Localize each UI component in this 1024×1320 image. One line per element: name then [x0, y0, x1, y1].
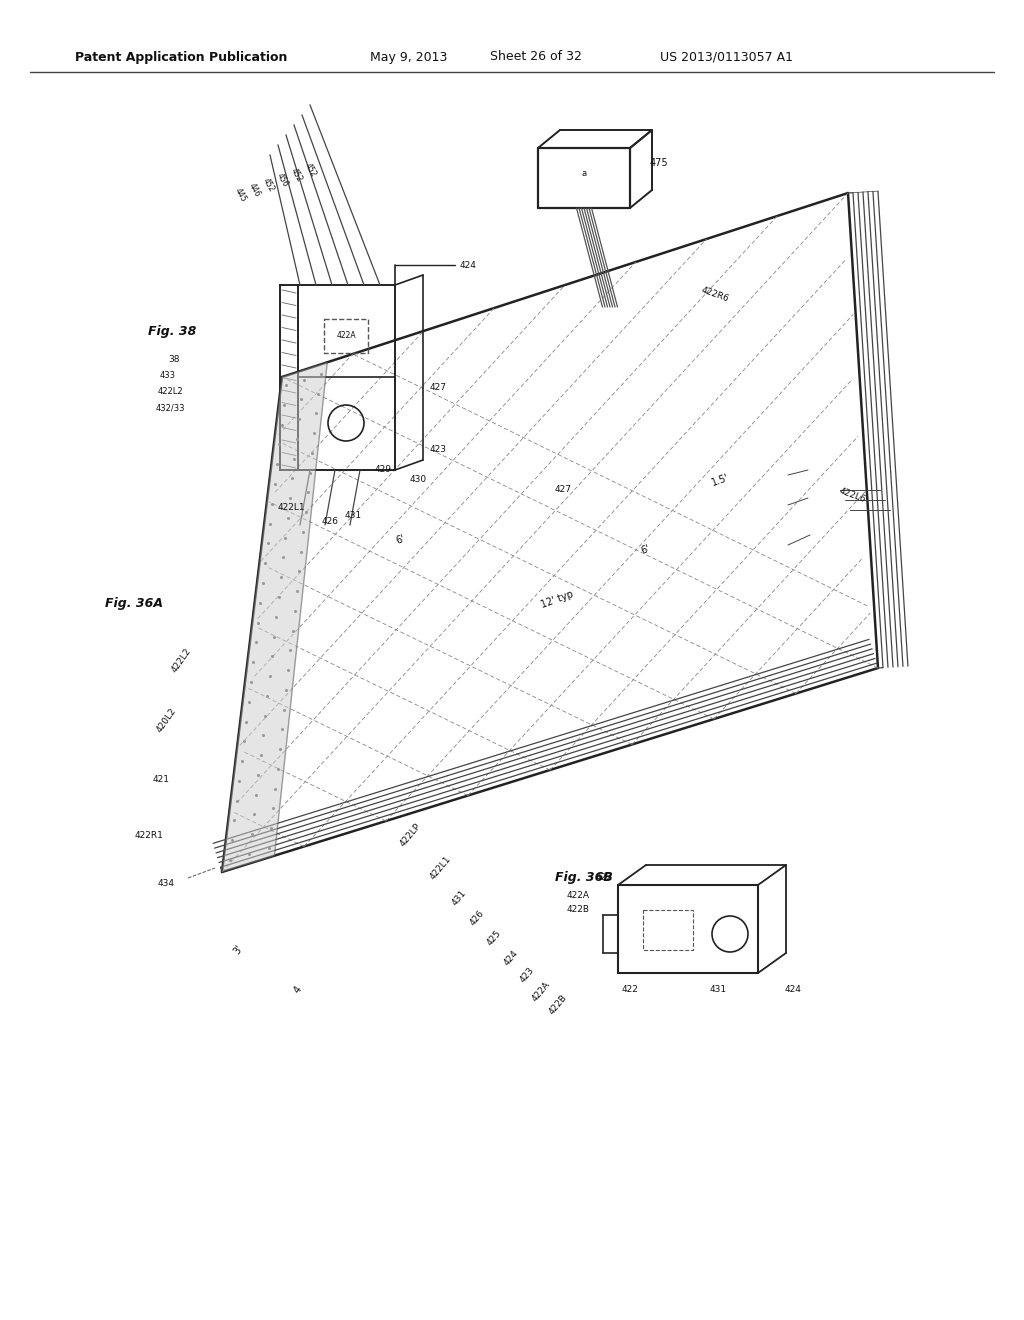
- Text: 422L2: 422L2: [158, 388, 183, 396]
- Text: 452: 452: [289, 166, 303, 183]
- Text: 475: 475: [650, 158, 669, 168]
- Text: 1.5': 1.5': [710, 473, 730, 488]
- Text: 422L1: 422L1: [428, 854, 453, 882]
- Text: 4: 4: [292, 985, 304, 995]
- Text: 422A: 422A: [530, 981, 552, 1003]
- Text: 422B: 422B: [567, 906, 590, 915]
- Text: 422B: 422B: [547, 993, 568, 1016]
- Text: 423: 423: [430, 446, 447, 454]
- Text: 424: 424: [785, 986, 802, 994]
- Text: 424: 424: [502, 949, 520, 968]
- Text: 426: 426: [468, 908, 485, 928]
- Text: 422L6: 422L6: [838, 486, 867, 504]
- Text: 452: 452: [302, 161, 317, 178]
- Text: 422A: 422A: [567, 891, 590, 899]
- Text: 12' typ: 12' typ: [540, 590, 575, 610]
- Text: 427: 427: [555, 486, 572, 495]
- Polygon shape: [222, 362, 328, 873]
- Text: 3': 3': [231, 944, 245, 957]
- Text: 422: 422: [622, 986, 639, 994]
- Text: 431: 431: [710, 986, 727, 994]
- Text: 446: 446: [247, 181, 261, 198]
- Text: 422L2: 422L2: [170, 647, 193, 673]
- Text: 422: 422: [595, 874, 612, 883]
- Text: 452: 452: [260, 177, 275, 194]
- Text: 422L1: 422L1: [278, 503, 305, 512]
- Text: Fig. 36A: Fig. 36A: [105, 597, 163, 610]
- Text: 6': 6': [640, 544, 651, 556]
- Text: May 9, 2013: May 9, 2013: [370, 50, 447, 63]
- Text: 425: 425: [485, 928, 503, 948]
- Text: 456: 456: [274, 172, 290, 189]
- Text: 6': 6': [394, 533, 406, 546]
- Text: Fig. 36B: Fig. 36B: [555, 871, 613, 884]
- Text: 426: 426: [322, 517, 339, 527]
- Text: 429: 429: [375, 466, 392, 474]
- Text: 445: 445: [232, 186, 248, 203]
- Text: 427: 427: [430, 383, 447, 392]
- Text: 420L2: 420L2: [155, 706, 178, 734]
- Text: 422LP: 422LP: [398, 821, 423, 849]
- Text: a: a: [582, 169, 587, 177]
- Text: 422R6: 422R6: [700, 286, 730, 304]
- Text: 434: 434: [158, 879, 175, 887]
- Text: 433: 433: [160, 371, 176, 380]
- Text: 423: 423: [518, 966, 536, 985]
- Text: 431: 431: [450, 888, 468, 907]
- Text: Sheet 26 of 32: Sheet 26 of 32: [490, 50, 582, 63]
- Text: 430: 430: [410, 475, 427, 484]
- Text: 432/33: 432/33: [156, 404, 185, 412]
- Text: 38: 38: [168, 355, 179, 364]
- Text: 431: 431: [345, 511, 362, 520]
- Text: 421: 421: [153, 776, 170, 784]
- Text: 424: 424: [460, 260, 477, 269]
- Text: Patent Application Publication: Patent Application Publication: [75, 50, 288, 63]
- Text: 422A: 422A: [336, 331, 355, 341]
- Text: Fig. 38: Fig. 38: [148, 326, 197, 338]
- Text: US 2013/0113057 A1: US 2013/0113057 A1: [660, 50, 793, 63]
- Text: 422R1: 422R1: [134, 830, 163, 840]
